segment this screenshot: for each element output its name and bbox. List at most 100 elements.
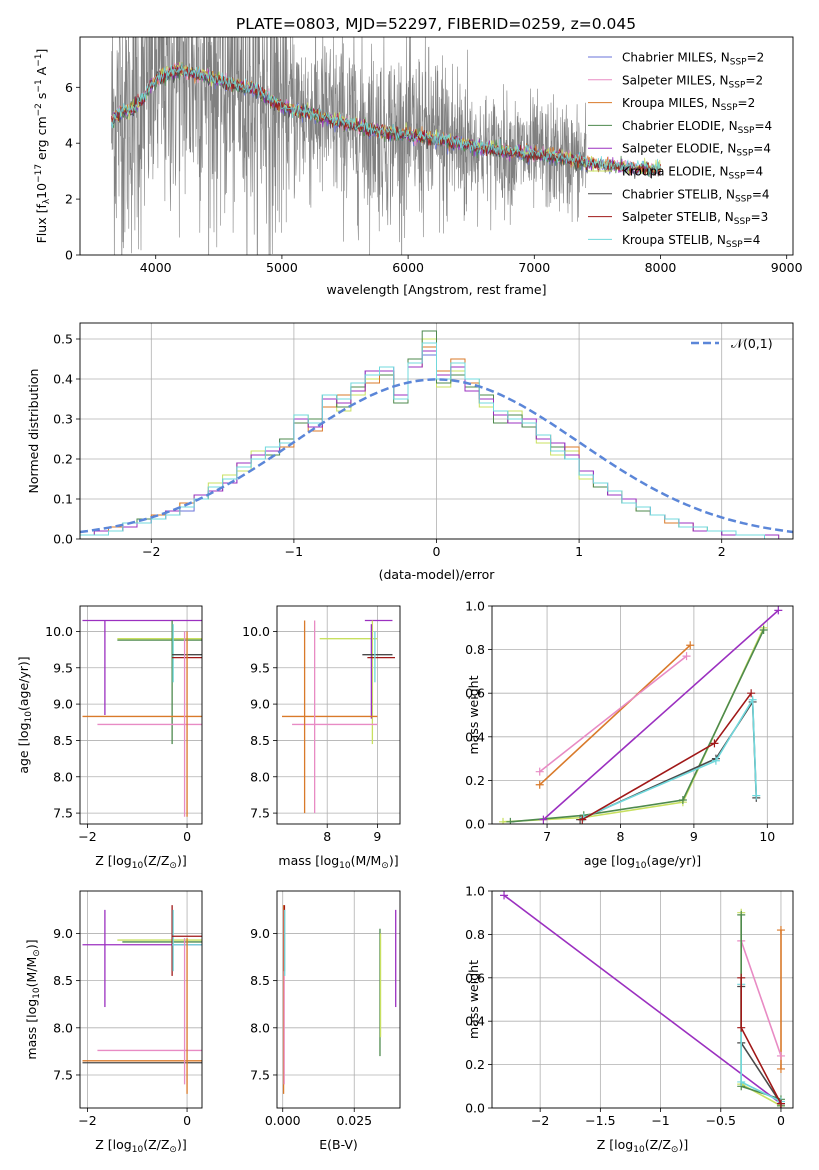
- y-tick-label: 8.0: [250, 1020, 270, 1035]
- data-marker: [759, 625, 768, 634]
- legend-entry: Salpeter ELODIE, NSSP=4: [622, 142, 771, 159]
- x-axis-label: (data-model)/error: [379, 567, 496, 582]
- y-tick-label: 0.2: [465, 773, 485, 788]
- series-line: [539, 655, 687, 773]
- x-tick-label: 0.000: [265, 1113, 301, 1128]
- axes-frame-weight_vs_Z: [491, 890, 794, 1109]
- data-marker: [499, 817, 508, 824]
- x-axis-label: Z [log10(Z/Z⊙)]: [95, 1137, 186, 1155]
- data-marker: [539, 815, 548, 824]
- legend-entry: Chabrier MILES, NSSP=2: [622, 51, 764, 68]
- series-line: [583, 696, 758, 819]
- series-line: [502, 627, 765, 823]
- series-line: [740, 912, 782, 1107]
- x-axis-label: age [log10(age/yr)]: [584, 853, 701, 871]
- y-tick-label: 9.5: [53, 660, 73, 675]
- x-tick-label: 6000: [392, 260, 424, 275]
- x-tick-label: 1: [575, 544, 583, 559]
- data-marker: [776, 1064, 785, 1073]
- plot-area-spectrum: [111, 37, 661, 255]
- y-tick-label: 8.5: [53, 973, 73, 988]
- x-tick-label: −2: [531, 1113, 549, 1128]
- y-tick-label: 0.8: [465, 927, 485, 942]
- y-tick-label: 0.4: [465, 1014, 485, 1029]
- legend-entry: Kroupa ELODIE, NSSP=4: [622, 165, 763, 182]
- plot-area-age_vs_mass: [282, 619, 395, 814]
- legend-entry: Chabrier ELODIE, NSSP=4: [622, 119, 772, 136]
- y-tick-label: 10.0: [242, 624, 270, 639]
- x-tick-label: −0.5: [706, 1113, 736, 1128]
- data-marker: [737, 973, 746, 982]
- data-marker: [711, 756, 720, 765]
- y-tick-label: 9.0: [250, 697, 270, 712]
- x-tick-label: 0: [777, 1113, 785, 1128]
- data-marker: [500, 891, 509, 900]
- histogram-series: [80, 342, 793, 539]
- data-marker: [748, 695, 757, 704]
- data-marker: [752, 791, 761, 800]
- legend-spectrum: Chabrier MILES, NSSP=2 Salpeter MILES, NS…: [588, 51, 772, 250]
- y-tick-label: 0.4: [465, 729, 485, 744]
- x-tick-label: 5000: [266, 260, 298, 275]
- axes-frame-mass_vs_ebv: [276, 890, 401, 1109]
- axes-age_vs_mass: 8 9 7.5 8.0 8.5 9.0 9.5 10.0 mass [log10(M/M⊙)]: [242, 605, 401, 871]
- series-line: [510, 629, 765, 823]
- data-marker: [776, 1099, 785, 1108]
- series-line: [539, 644, 691, 786]
- y-axis-label: mass weight: [466, 960, 481, 1039]
- data-marker: [682, 652, 691, 661]
- y-tick-label: 9.0: [250, 926, 270, 941]
- axes-spectrum: 4000 5000 6000 7000 8000 9000 0 2 4 6 Chabrier MIL…: [34, 36, 803, 297]
- y-tick-label: 9.0: [53, 926, 73, 941]
- y-tick-label: 9.0: [53, 697, 73, 712]
- y-tick-label: 7.5: [53, 1067, 73, 1082]
- axes-frame-age_vs_Z: [79, 605, 203, 825]
- y-axis-label: Normed distribution: [26, 369, 41, 494]
- x-axis-label: E(B-V): [319, 1137, 358, 1152]
- x-tick-label: −1: [651, 1113, 669, 1128]
- axes-residuals: −2 −1 0 1 2 0.0 0.1 0.2 0.3 0.4 0.5 𝒩(0,1) (data-mod…: [26, 322, 794, 582]
- y-tick-label: 8.5: [250, 733, 270, 748]
- y-tick-label: 0.8: [465, 642, 485, 657]
- x-axis-label: Z [log10(Z/Z⊙)]: [597, 1137, 688, 1155]
- x-tick-label: 7: [543, 829, 551, 844]
- series-line: [740, 940, 782, 1057]
- axes-frame-mass_vs_Z: [79, 890, 203, 1109]
- y-tick-label: 0.0: [53, 532, 73, 547]
- data-marker: [737, 1023, 746, 1032]
- axes-frame-residuals: [79, 322, 794, 540]
- x-tick-label: 9: [373, 829, 381, 844]
- data-spectrum-line: [111, 37, 587, 255]
- y-tick-label: 0.5: [53, 332, 73, 347]
- x-tick-label: 9: [690, 829, 698, 844]
- x-tick-label: −2: [78, 1113, 96, 1128]
- axes-mass_vs_Z: −2 0 7.5 8.0 8.5 9.0 Z [log10(Z/Z⊙)] mass [log1…: [24, 890, 203, 1155]
- y-axis-label: mass weight: [466, 675, 481, 754]
- x-tick-label: 10: [759, 829, 775, 844]
- y-tick-label: 7.5: [250, 1067, 270, 1082]
- plot-area-age_vs_Z: [82, 619, 202, 817]
- y-tick-label: 0.0: [465, 1101, 485, 1116]
- data-marker: [774, 606, 783, 615]
- y-tick-label: 8.5: [250, 973, 270, 988]
- y-tick-label: 4: [65, 136, 73, 151]
- data-marker: [686, 641, 695, 650]
- x-tick-label: 0: [433, 544, 441, 559]
- legend-entry: 𝒩(0,1): [731, 336, 773, 351]
- y-tick-label: 8.5: [53, 733, 73, 748]
- data-marker: [776, 926, 785, 935]
- data-marker: [506, 817, 515, 824]
- axes-mass_vs_ebv: 0.000 0.025 7.5 8.0 8.5 9.0 E(B-V): [250, 890, 401, 1152]
- plot-area-mass_vs_Z: [82, 905, 202, 1094]
- data-marker: [578, 815, 587, 824]
- x-tick-label: 0.025: [336, 1113, 372, 1128]
- legend-entry: Kroupa STELIB, NSSP=4: [622, 233, 760, 250]
- y-axis-label: age [log10(age/yr)]: [16, 656, 34, 773]
- legend-residuals: 𝒩(0,1): [691, 336, 773, 351]
- y-tick-label: 10.0: [45, 624, 73, 639]
- series-line: [740, 986, 782, 1105]
- plot-area-weight_vs_age: [499, 606, 783, 824]
- series-line: [740, 914, 782, 1106]
- x-tick-label: 8: [323, 829, 331, 844]
